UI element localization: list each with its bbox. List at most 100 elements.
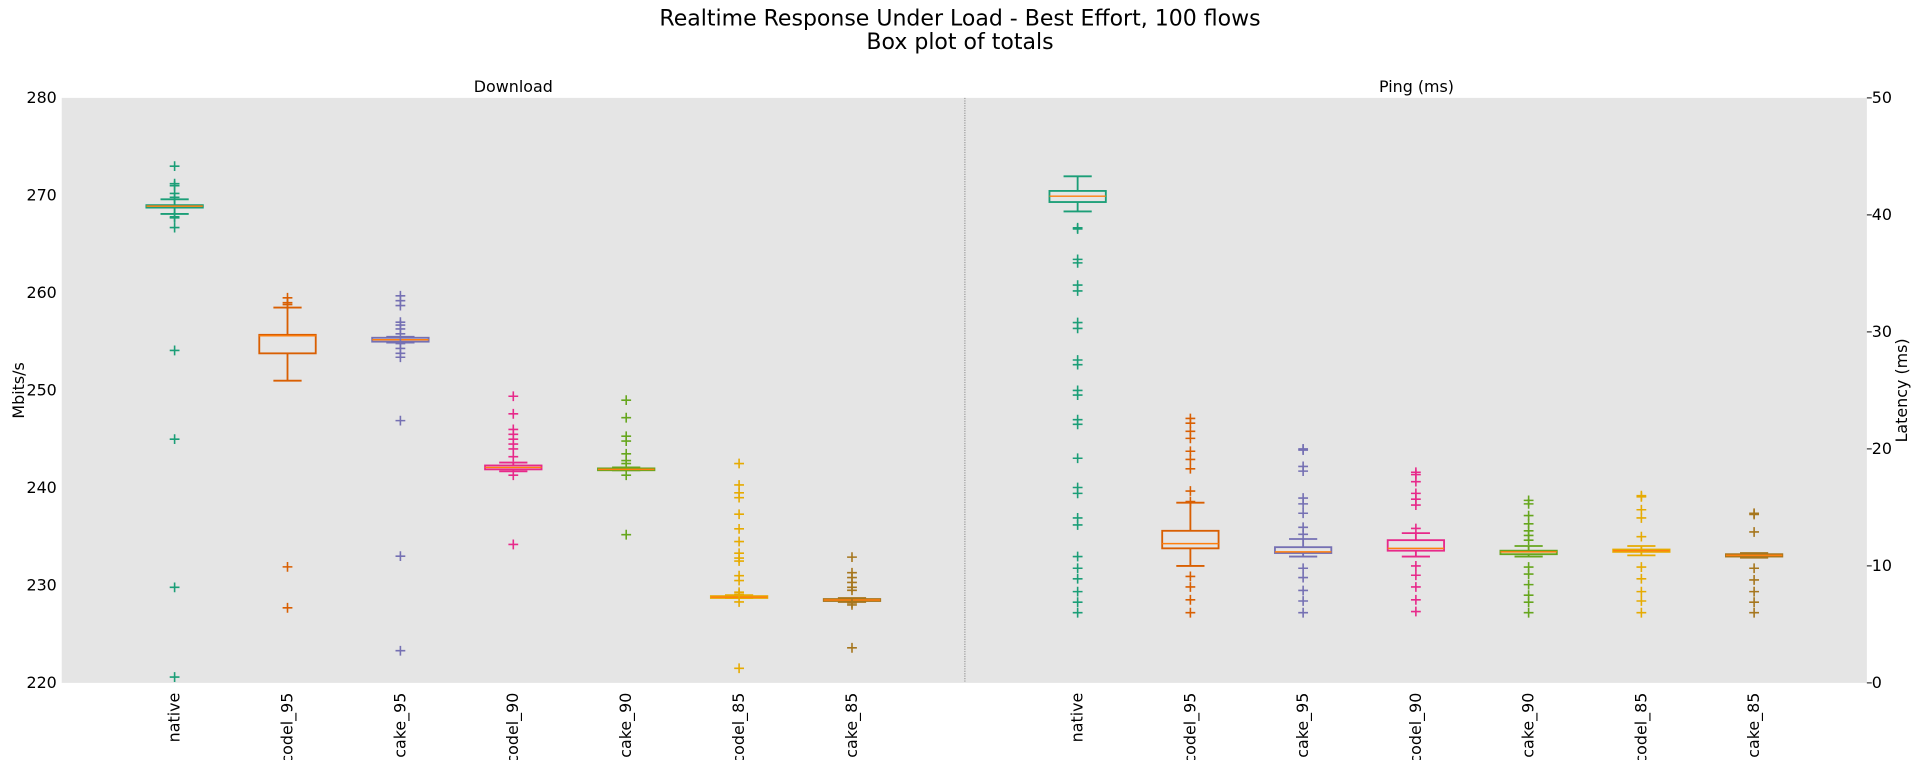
x-tick-label-cake_90: cake_90 [1519, 693, 1539, 758]
outlier-codel_85 [1636, 491, 1647, 502]
outlier-native [1072, 520, 1083, 530]
outlier-native [1072, 551, 1083, 562]
outlier-cake_95 [1298, 529, 1309, 540]
outlier-codel_90 [508, 451, 519, 462]
outlier-cake_90 [1523, 607, 1534, 618]
outlier-native [1072, 390, 1083, 400]
outlier-codel_95 [282, 561, 293, 572]
outlier-native [1072, 359, 1083, 370]
outlier-cake_85 [1749, 607, 1760, 618]
x-tick-label-codel_95: codel_95 [1180, 693, 1200, 760]
outlier-native [1072, 453, 1083, 464]
outlier-cake_95 [1298, 607, 1309, 618]
outlier-codel_85 [1636, 513, 1647, 523]
download-panel-title: Download [474, 77, 553, 96]
y-tick-label: 230 [26, 575, 56, 594]
outlier-codel_85 [1636, 531, 1647, 542]
outlier-native [1072, 419, 1083, 430]
outlier-codel_95 [1185, 486, 1196, 496]
outlier-native [169, 222, 180, 233]
outlier-cake_95 [395, 645, 406, 656]
outlier-codel_85 [734, 556, 744, 566]
outlier-cake_90 [621, 436, 632, 446]
outlier-cake_90 [1523, 498, 1534, 509]
outlier-codel_85 [734, 536, 744, 547]
outlier-cake_85 [1749, 509, 1760, 520]
outlier-cake_85 [847, 600, 857, 610]
outlier-cake_85 [1749, 586, 1760, 597]
outlier-codel_85 [1636, 607, 1647, 618]
outlier-codel_90 [1410, 606, 1421, 617]
outlier-codel_85 [734, 509, 744, 520]
outlier-codel_85 [734, 575, 744, 586]
outlier-cake_90 [1523, 510, 1534, 521]
outlier-cake_95 [1298, 572, 1309, 583]
y-tick-label: 240 [26, 478, 56, 497]
outlier-native [1072, 257, 1083, 268]
outlier-codel_90 [508, 539, 519, 550]
outlier-codel_90 [508, 408, 519, 419]
x-tick-label-native: native [1068, 693, 1087, 743]
outlier-codel_85 [734, 458, 744, 469]
y-tick-label: 250 [26, 380, 56, 399]
outlier-codel_85 [1636, 504, 1647, 515]
outlier-cake_90 [1523, 569, 1534, 579]
outlier-codel_85 [1636, 586, 1647, 597]
outlier-codel_95 [282, 299, 293, 310]
outlier-codel_95 [1185, 433, 1196, 444]
download-panel-background [61, 97, 965, 683]
x-tick-label-codel_85: codel_85 [1631, 693, 1651, 760]
outlier-cake_85 [847, 552, 857, 563]
left-y-axis-label: Mbits/s [9, 362, 28, 418]
y-tick-label: 50 [1872, 88, 1892, 107]
outlier-cake_90 [621, 470, 632, 481]
outlier-codel_95 [1185, 582, 1196, 592]
outlier-codel_95 [1185, 571, 1196, 582]
outlier-codel_85 [1636, 562, 1647, 572]
y-tick-label: 10 [1872, 556, 1892, 575]
outlier-native [1072, 224, 1083, 234]
outlier-cake_85 [847, 585, 857, 596]
outlier-codel_90 [1410, 582, 1421, 592]
x-tick-label-cake_90: cake_90 [616, 693, 636, 758]
x-tick-label-cake_85: cake_85 [1744, 693, 1764, 758]
outlier-native [169, 192, 180, 203]
outlier-codel_85 [1636, 596, 1647, 606]
outlier-codel_90 [1410, 561, 1421, 571]
outlier-native [1072, 597, 1083, 608]
outlier-cake_90 [1523, 579, 1534, 590]
outlier-cake_85 [1749, 575, 1760, 585]
outlier-cake_95 [1298, 445, 1309, 455]
x-tick-label-cake_95: cake_95 [1293, 693, 1313, 758]
x-tick-label-codel_85: codel_85 [729, 693, 749, 760]
outlier-native [169, 212, 180, 223]
outlier-cake_90 [621, 395, 632, 406]
outlier-codel_85 [734, 523, 744, 534]
box-codel_95 [258, 333, 317, 355]
outlier-codel_95 [1185, 607, 1196, 618]
outlier-codel_85 [734, 492, 744, 503]
outlier-codel_95 [1185, 594, 1196, 605]
y-tick-label: 220 [26, 673, 56, 692]
outlier-cake_85 [1749, 527, 1760, 537]
outlier-cake_95 [395, 300, 406, 311]
outlier-codel_85 [734, 663, 744, 674]
x-tick-label-native: native [165, 693, 184, 743]
outlier-codel_90 [1410, 476, 1421, 487]
outlier-native [1072, 286, 1083, 296]
outlier-cake_95 [395, 415, 406, 426]
outlier-cake_95 [395, 551, 406, 562]
outlier-cake_90 [621, 458, 632, 469]
outlier-codel_90 [1410, 594, 1421, 605]
x-tick-label-cake_95: cake_95 [390, 693, 410, 758]
y-tick-label: 270 [26, 185, 56, 204]
outlier-codel_90 [1410, 500, 1421, 510]
outlier-native [1072, 573, 1083, 584]
outlier-codel_85 [1636, 573, 1647, 584]
outlier-native [169, 582, 180, 593]
outlier-native [1072, 563, 1083, 574]
chart-subtitle: Box plot of totals [866, 30, 1053, 55]
ping-panel-title: Ping (ms) [1379, 77, 1454, 96]
outlier-codel_95 [1185, 463, 1196, 474]
